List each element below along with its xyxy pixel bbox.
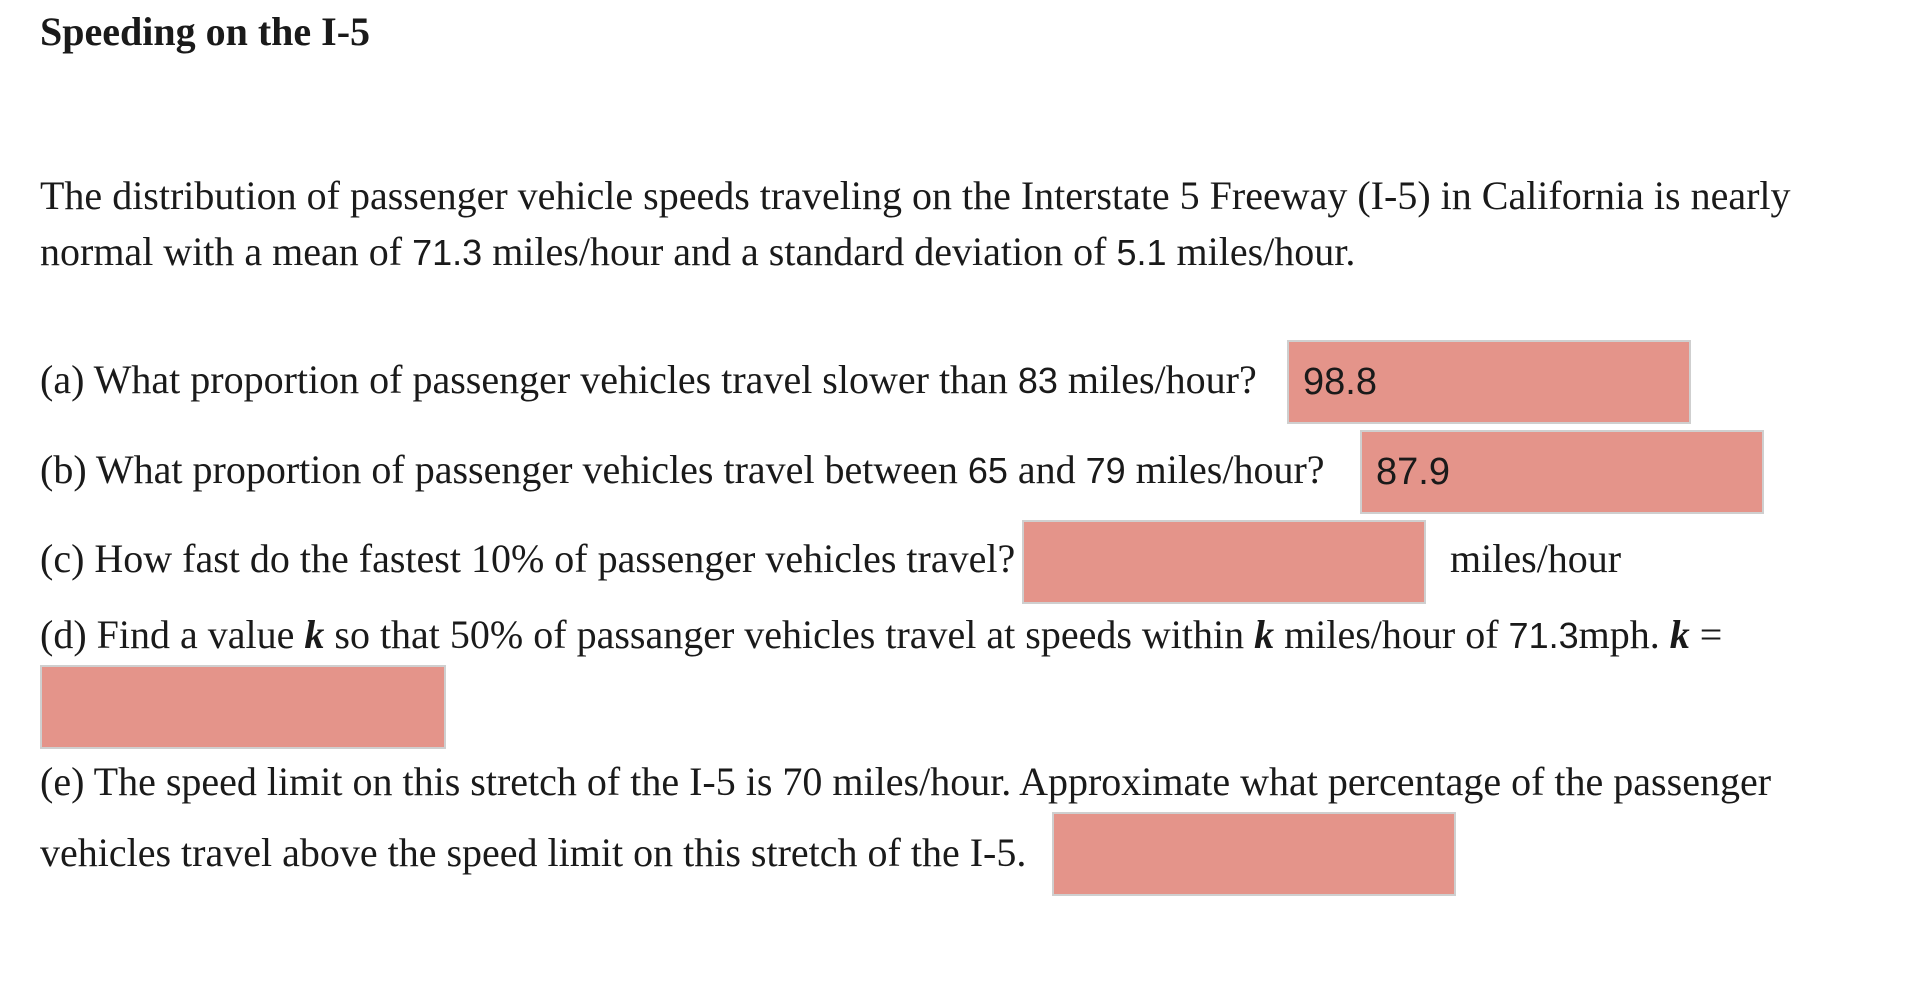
question-a-number: 83 [1017, 360, 1058, 401]
question-b-text: miles/hour? [1125, 447, 1325, 492]
equals-sign: = [1689, 612, 1723, 657]
question-d-text: mph. [1578, 612, 1670, 657]
answer-c-unit: miles/hour [1450, 536, 1622, 581]
question-b-number-2: 79 [1085, 450, 1126, 491]
sd-value: 5.1 [1116, 232, 1167, 273]
intro-text: miles/hour and a standard deviation of [482, 229, 1117, 274]
k-variable: k [304, 612, 325, 657]
answer-e-input[interactable] [1052, 812, 1456, 896]
question-c: (c) How fast do the fastest 10% of passe… [40, 533, 1015, 585]
answer-a-input[interactable] [1287, 340, 1691, 424]
answer-d-input[interactable] [40, 665, 446, 749]
k-variable: k [1669, 612, 1690, 657]
question-b-number-1: 65 [967, 450, 1008, 491]
answer-b-input[interactable] [1360, 430, 1764, 514]
question-d-text: (d) Find a value [40, 612, 305, 657]
mean-value: 71.3 [412, 232, 483, 273]
question-b-text: and [1007, 447, 1086, 492]
question-a: (a) What proportion of passenger vehicle… [40, 354, 1257, 407]
question-a-text: (a) What proportion of passenger vehicle… [40, 357, 1018, 402]
question-d-number: 71.3 [1508, 615, 1579, 656]
problem-intro: The distribution of passenger vehicle sp… [40, 168, 1870, 281]
question-a-text: miles/hour? [1057, 357, 1257, 402]
answer-c-input[interactable] [1022, 520, 1426, 604]
question-d-text: so that 50% of passanger vehicles travel… [324, 612, 1255, 657]
question-c-text: (c) How fast do the fastest 10% of passe… [40, 536, 1016, 581]
k-variable: k [1254, 612, 1275, 657]
question-b-text: (b) What proportion of passenger vehicle… [40, 447, 968, 492]
page-title: Speeding on the I-5 [40, 9, 371, 54]
intro-text: miles/hour. [1166, 229, 1356, 274]
intro-text: normal with a mean of [40, 229, 413, 274]
question-d-text: miles/hour of [1274, 612, 1509, 657]
question-e-line-1: (e) The speed limit on this stretch of t… [40, 759, 1772, 804]
intro-line-2: normal with a mean of 71.3 miles/hour an… [40, 224, 1870, 281]
question-d: (d) Find a value k so that 50% of passan… [40, 609, 1722, 662]
question-b: (b) What proportion of passenger vehicle… [40, 444, 1325, 497]
question-e-line-2: vehicles travel above the speed limit on… [40, 830, 1027, 875]
intro-line-1: The distribution of passenger vehicle sp… [40, 173, 1791, 218]
